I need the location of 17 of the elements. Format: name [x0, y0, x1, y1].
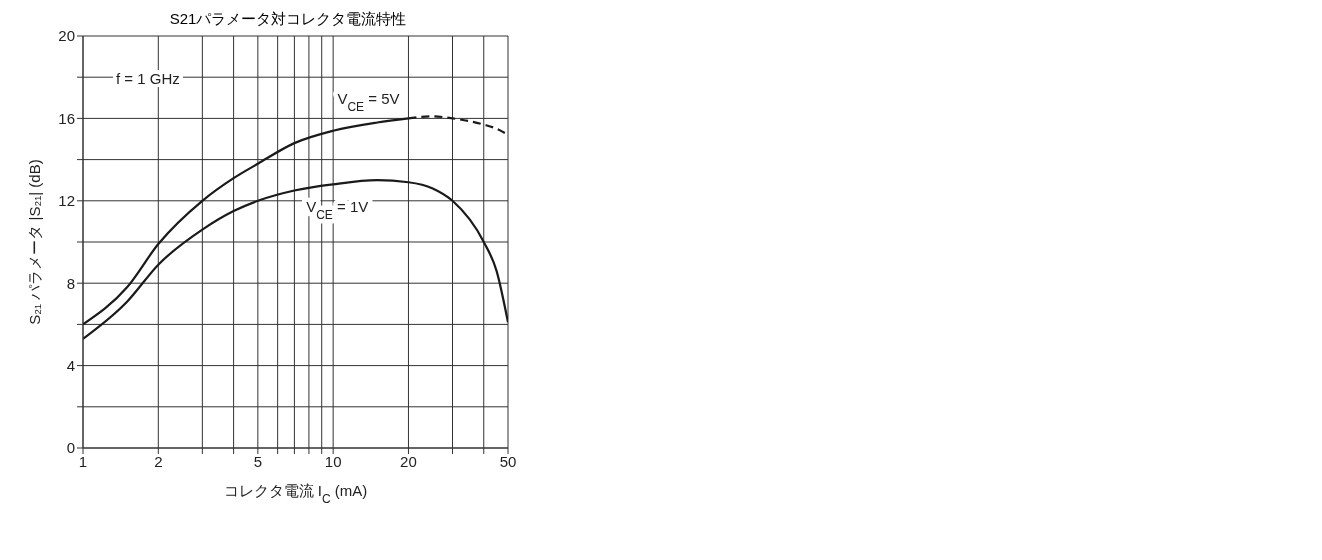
y-tick-label: 20 — [58, 27, 75, 45]
x-tick-label: 50 — [499, 452, 517, 470]
y-tick-label: 16 — [58, 109, 75, 127]
y-tick-label: 12 — [58, 192, 75, 210]
x-tick-label: 1 — [78, 452, 88, 470]
x-tick-label: 5 — [253, 452, 263, 470]
chart-title: S21パラメータ対コレクタ電流特性 — [168, 10, 408, 29]
x-axis-title: コレクタ電流 I$_{C}$ (mA) — [223, 482, 368, 506]
y-tick-label: 4 — [66, 356, 75, 374]
annotation: f = 1 GHz — [113, 70, 183, 87]
y-tick-label: 0 — [66, 439, 75, 457]
x-tick-label: 10 — [324, 452, 342, 470]
x-tick-label: 2 — [154, 452, 163, 470]
x-tick-label: 20 — [400, 452, 417, 470]
series-label: V$_{CE}$ = 5V — [337, 90, 400, 115]
y-axis-title: S₂₁ パラメータ |S₂₁| (dB) — [26, 159, 43, 325]
y-tick-label: 8 — [66, 274, 75, 292]
